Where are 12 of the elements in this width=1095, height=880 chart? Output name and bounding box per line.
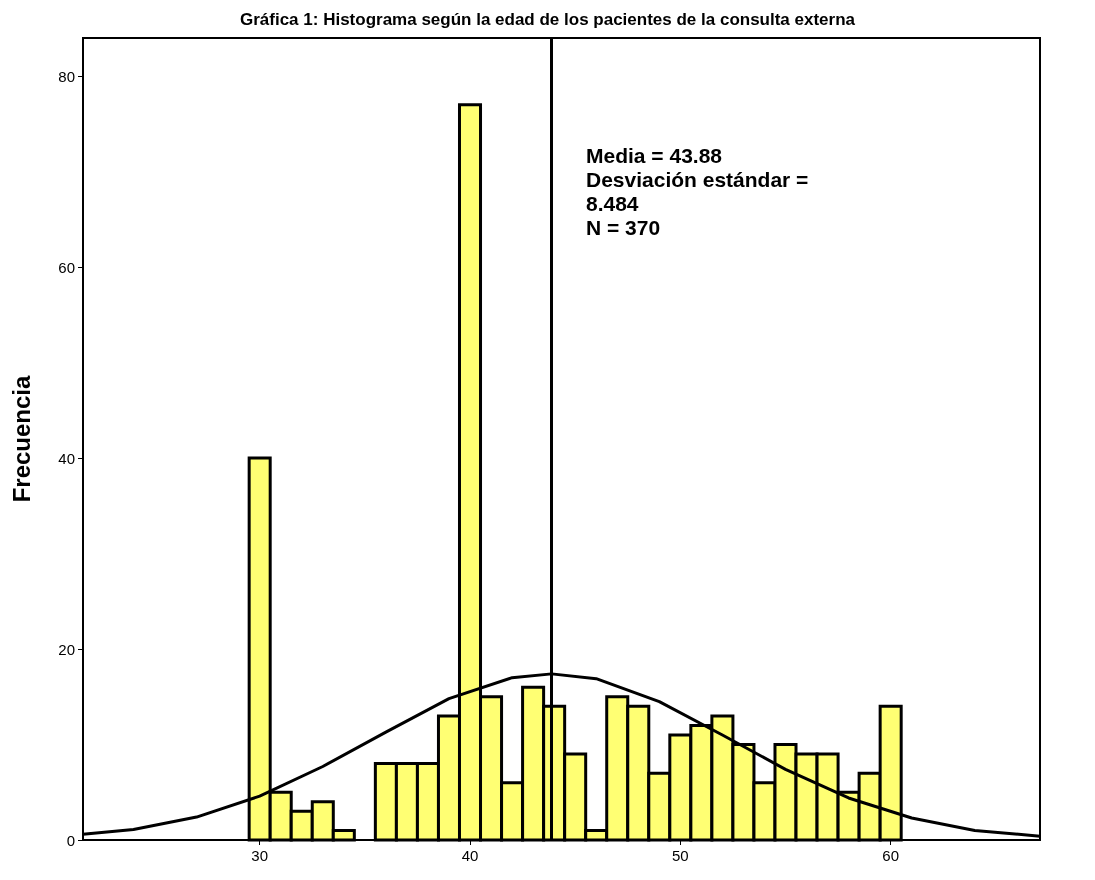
- chart-title: Gráfica 1: Histograma según la edad de los pacientes de la consulta externa: [239, 10, 856, 29]
- y-tick-label: 80: [58, 67, 75, 85]
- annotation: Media = 43.88 Desviación estándar = 8.484 N = 370: [586, 143, 809, 239]
- y-tick-label: 60: [58, 258, 75, 276]
- y-tick-label: 20: [58, 640, 75, 658]
- x-tick-label: 50: [671, 847, 689, 864]
- x-tick-label: 40: [461, 847, 479, 864]
- x-tick-label: 60: [882, 847, 900, 864]
- x-tick-label: 30: [251, 847, 269, 864]
- y-axis-title: Frecuencia: [7, 374, 35, 503]
- y-tick-label: 40: [58, 449, 75, 467]
- y-tick-label: 0: [66, 831, 75, 849]
